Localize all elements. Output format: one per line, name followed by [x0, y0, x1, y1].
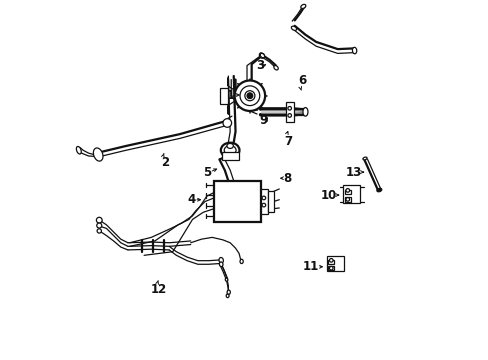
Bar [344, 197, 350, 202]
Text: 11: 11 [302, 260, 319, 273]
Text: 7: 7 [284, 135, 292, 148]
Circle shape [97, 229, 101, 233]
Bar [267, 192, 273, 212]
Ellipse shape [234, 81, 264, 111]
Bar [260, 189, 267, 214]
Circle shape [329, 266, 332, 270]
Ellipse shape [259, 53, 264, 58]
Circle shape [346, 189, 349, 192]
Ellipse shape [240, 259, 243, 264]
Ellipse shape [219, 257, 223, 263]
Ellipse shape [300, 4, 305, 9]
Ellipse shape [303, 108, 307, 116]
Ellipse shape [291, 26, 296, 31]
Ellipse shape [352, 47, 356, 54]
Ellipse shape [219, 262, 223, 267]
Ellipse shape [226, 294, 228, 298]
Ellipse shape [260, 53, 264, 58]
Circle shape [262, 203, 265, 207]
Text: 10: 10 [320, 189, 336, 202]
Ellipse shape [226, 290, 230, 294]
Text: 5: 5 [203, 166, 211, 179]
Circle shape [97, 223, 102, 228]
Bar [328, 266, 333, 270]
Ellipse shape [240, 86, 259, 105]
Text: 12: 12 [151, 283, 167, 296]
Text: 6: 6 [298, 75, 306, 87]
Ellipse shape [244, 91, 254, 101]
Bar [344, 190, 350, 194]
Bar [285, 102, 293, 122]
Ellipse shape [93, 148, 103, 161]
Ellipse shape [225, 278, 227, 281]
Circle shape [262, 196, 265, 200]
Ellipse shape [273, 66, 278, 70]
Bar [220, 88, 228, 104]
Bar [221, 152, 238, 160]
Ellipse shape [76, 147, 81, 154]
Circle shape [96, 217, 102, 223]
Ellipse shape [221, 143, 239, 158]
Text: 8: 8 [283, 172, 291, 185]
Ellipse shape [362, 157, 366, 160]
Text: 4: 4 [187, 193, 196, 206]
Text: 2: 2 [161, 156, 169, 169]
Text: 9: 9 [259, 114, 267, 127]
Circle shape [287, 107, 291, 110]
Bar [328, 260, 333, 264]
Bar [326, 256, 344, 271]
Circle shape [329, 258, 332, 262]
Text: 1: 1 [226, 89, 234, 102]
Ellipse shape [226, 143, 233, 148]
Circle shape [287, 114, 291, 117]
Bar [343, 185, 360, 203]
Text: 3: 3 [256, 59, 264, 72]
Ellipse shape [224, 145, 236, 155]
Circle shape [223, 119, 231, 127]
Circle shape [246, 93, 252, 99]
Circle shape [346, 198, 349, 201]
Text: 13: 13 [345, 166, 362, 179]
Bar [214, 181, 260, 222]
Ellipse shape [376, 188, 381, 192]
